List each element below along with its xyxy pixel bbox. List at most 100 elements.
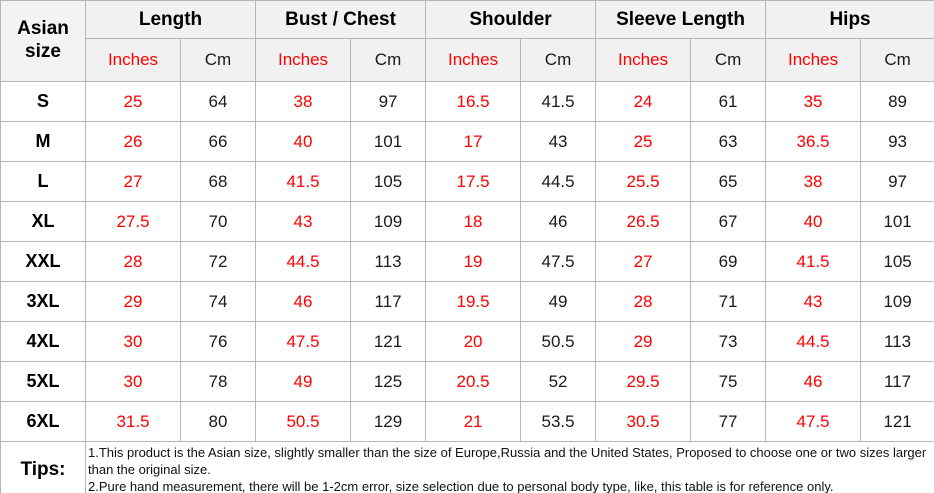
value-cell-inches: 20.5 xyxy=(425,361,522,402)
value-cell-inches: 38 xyxy=(765,161,862,202)
value-cell-inches: 24 xyxy=(595,81,692,122)
table-row: L 27 68 41.5 105 17.5 44.5 25.5 65 38 97 xyxy=(0,161,934,202)
value-cell-inches: 30 xyxy=(85,361,181,402)
value-cell-cm: 41.5 xyxy=(520,81,597,122)
value-cell-inches: 47.5 xyxy=(765,401,862,442)
unit-header-inches: Inches xyxy=(85,38,181,82)
value-cell-cm: 80 xyxy=(179,401,257,442)
table-body: S 25 64 38 97 16.5 41.5 24 61 35 89 M 26 66 40 101 17 43 2… xyxy=(0,81,934,442)
value-cell-cm: 113 xyxy=(350,241,427,282)
value-cell-inches: 46 xyxy=(765,361,862,402)
tips-text: 1.This product is the Asian size, slight… xyxy=(84,441,934,493)
unit-header-cm: Cm xyxy=(520,38,597,82)
value-cell-cm: 97 xyxy=(860,161,934,202)
value-cell-cm: 66 xyxy=(179,121,257,162)
value-cell-inches: 27 xyxy=(595,241,692,282)
value-cell-inches: 47.5 xyxy=(255,321,352,362)
value-cell-cm: 121 xyxy=(350,321,427,362)
value-cell-inches: 41.5 xyxy=(765,241,862,282)
value-cell-cm: 47.5 xyxy=(520,241,597,282)
value-cell-cm: 53.5 xyxy=(520,401,597,442)
value-cell-cm: 101 xyxy=(860,201,934,242)
value-cell-inches: 38 xyxy=(255,81,352,122)
value-cell-inches: 28 xyxy=(595,281,692,322)
size-label-cell: L xyxy=(0,161,86,202)
value-cell-inches: 41.5 xyxy=(255,161,352,202)
table-row: 4XL 30 76 47.5 121 20 50.5 29 73 44.5 113 xyxy=(0,321,934,362)
value-cell-cm: 67 xyxy=(690,201,767,242)
value-cell-inches: 30 xyxy=(85,321,181,362)
value-cell-cm: 101 xyxy=(350,121,427,162)
value-cell-inches: 31.5 xyxy=(85,401,181,442)
value-cell-cm: 125 xyxy=(350,361,427,402)
value-cell-cm: 77 xyxy=(690,401,767,442)
value-cell-cm: 68 xyxy=(179,161,257,202)
value-cell-cm: 121 xyxy=(860,401,934,442)
value-cell-inches: 49 xyxy=(255,361,352,402)
unit-header-inches: Inches xyxy=(425,38,522,82)
table-row: XXL 28 72 44.5 113 19 47.5 27 69 41.5 105 xyxy=(0,241,934,282)
unit-header-cm: Cm xyxy=(350,38,427,82)
value-cell-inches: 44.5 xyxy=(765,321,862,362)
value-cell-inches: 25 xyxy=(595,121,692,162)
value-cell-inches: 28 xyxy=(85,241,181,282)
value-cell-inches: 21 xyxy=(425,401,522,442)
value-cell-inches: 36.5 xyxy=(765,121,862,162)
size-label-cell: S xyxy=(0,81,86,122)
unit-header-cm: Cm xyxy=(860,38,934,82)
value-cell-cm: 71 xyxy=(690,281,767,322)
value-cell-cm: 46 xyxy=(520,201,597,242)
value-cell-inches: 29 xyxy=(595,321,692,362)
value-cell-inches: 16.5 xyxy=(425,81,522,122)
table-row: S 25 64 38 97 16.5 41.5 24 61 35 89 xyxy=(0,81,934,122)
value-cell-inches: 19.5 xyxy=(425,281,522,322)
value-cell-inches: 30.5 xyxy=(595,401,692,442)
value-cell-cm: 93 xyxy=(860,121,934,162)
value-cell-cm: 52 xyxy=(520,361,597,402)
value-cell-inches: 40 xyxy=(255,121,352,162)
value-cell-inches: 25.5 xyxy=(595,161,692,202)
value-cell-cm: 117 xyxy=(860,361,934,402)
value-cell-cm: 50.5 xyxy=(520,321,597,362)
value-cell-cm: 63 xyxy=(690,121,767,162)
value-cell-cm: 105 xyxy=(860,241,934,282)
value-cell-cm: 69 xyxy=(690,241,767,282)
value-cell-cm: 73 xyxy=(690,321,767,362)
value-cell-inches: 40 xyxy=(765,201,862,242)
value-cell-cm: 117 xyxy=(350,281,427,322)
value-cell-inches: 46 xyxy=(255,281,352,322)
value-cell-cm: 70 xyxy=(179,201,257,242)
value-cell-cm: 89 xyxy=(860,81,934,122)
unit-header-row: Inches Cm Inches Cm Inches Cm Inches Cm … xyxy=(1,38,934,82)
value-cell-inches: 44.5 xyxy=(255,241,352,282)
table-row: 3XL 29 74 46 117 19.5 49 28 71 43 109 xyxy=(0,281,934,322)
value-cell-inches: 29.5 xyxy=(595,361,692,402)
value-cell-cm: 65 xyxy=(690,161,767,202)
value-cell-cm: 97 xyxy=(350,81,427,122)
value-cell-inches: 27 xyxy=(85,161,181,202)
unit-header-cm: Cm xyxy=(179,38,257,82)
size-label-cell: M xyxy=(0,121,86,162)
value-cell-inches: 26 xyxy=(85,121,181,162)
value-cell-cm: 49 xyxy=(520,281,597,322)
size-label-cell: XL xyxy=(0,201,86,242)
value-cell-cm: 105 xyxy=(350,161,427,202)
value-cell-cm: 109 xyxy=(860,281,934,322)
size-label-cell: 5XL xyxy=(0,361,86,402)
value-cell-inches: 43 xyxy=(255,201,352,242)
value-cell-cm: 74 xyxy=(179,281,257,322)
value-cell-inches: 25 xyxy=(85,81,181,122)
value-cell-inches: 17 xyxy=(425,121,522,162)
size-label-cell: XXL xyxy=(0,241,86,282)
tips-line-1: 1.This product is the Asian size, slight… xyxy=(88,445,927,477)
table-row: M 26 66 40 101 17 43 25 63 36.5 93 xyxy=(0,121,934,162)
table-row: 5XL 30 78 49 125 20.5 52 29.5 75 46 117 xyxy=(0,361,934,402)
table-row: XL 27.5 70 43 109 18 46 26.5 67 40 101 xyxy=(0,201,934,242)
unit-header-cm: Cm xyxy=(690,38,767,82)
tips-label: Tips: xyxy=(0,441,86,493)
corner-header: Asian size xyxy=(0,0,86,82)
group-header-sleeve-length: Sleeve Length xyxy=(595,0,767,39)
value-cell-cm: 113 xyxy=(860,321,934,362)
